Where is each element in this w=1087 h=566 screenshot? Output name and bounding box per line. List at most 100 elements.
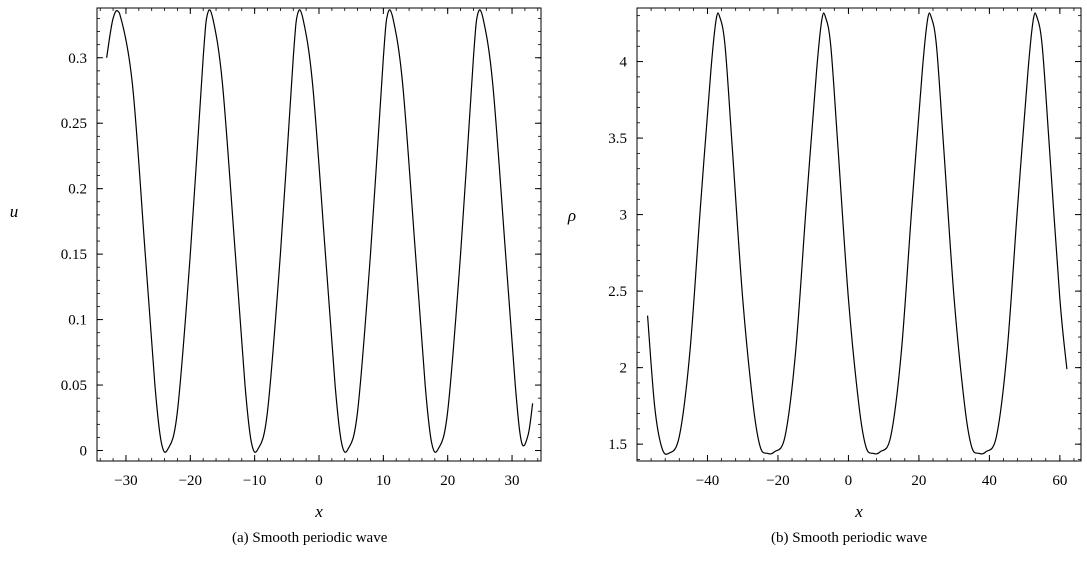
y-tick-label: 2.5 bbox=[608, 284, 627, 300]
data-point bbox=[515, 384, 516, 385]
data-point bbox=[212, 18, 213, 19]
data-point bbox=[297, 13, 298, 14]
data-point bbox=[1017, 206, 1018, 207]
data-point bbox=[482, 18, 483, 19]
data-point bbox=[251, 442, 252, 443]
data-point bbox=[927, 18, 928, 19]
x-tick-label: 0 bbox=[845, 473, 853, 489]
data-point bbox=[668, 453, 669, 454]
y-axis-label: u bbox=[10, 202, 19, 221]
data-point bbox=[647, 315, 648, 316]
x-tick-label: 0 bbox=[315, 473, 323, 489]
data-point bbox=[890, 436, 891, 437]
x-tick-label: 20 bbox=[440, 473, 455, 489]
data-point bbox=[402, 83, 403, 84]
data-point bbox=[964, 405, 965, 406]
data-point bbox=[190, 254, 191, 255]
y-tick-label: 3 bbox=[620, 208, 628, 224]
data-point bbox=[112, 18, 113, 19]
data-point bbox=[161, 442, 162, 443]
data-point bbox=[911, 206, 912, 207]
data-point bbox=[1059, 298, 1060, 299]
data-point bbox=[1042, 46, 1043, 47]
data-point bbox=[267, 411, 268, 412]
data-point bbox=[985, 451, 986, 452]
series-line-0 bbox=[106, 9, 534, 453]
data-point bbox=[1049, 145, 1050, 146]
data-point bbox=[207, 13, 208, 14]
data-point bbox=[795, 352, 796, 353]
plot-frame bbox=[636, 7, 1082, 462]
data-point bbox=[732, 145, 733, 146]
data-point bbox=[816, 69, 817, 70]
data-point bbox=[460, 254, 461, 255]
data-point bbox=[370, 254, 371, 255]
data-point bbox=[437, 449, 438, 450]
data-point bbox=[447, 411, 448, 412]
data-point bbox=[392, 18, 393, 19]
data-point bbox=[700, 206, 701, 207]
x-tick-label: −20 bbox=[766, 473, 789, 489]
data-point bbox=[1028, 69, 1029, 70]
data-point bbox=[978, 453, 979, 454]
data-point bbox=[167, 449, 168, 450]
data-point bbox=[825, 17, 826, 18]
data-point bbox=[473, 57, 474, 58]
data-point bbox=[132, 83, 133, 84]
data-point bbox=[521, 442, 522, 443]
data-point bbox=[806, 206, 807, 207]
panel-caption: (a) Smooth periodic wave bbox=[232, 530, 388, 546]
x-tick-label: −30 bbox=[114, 473, 137, 489]
y-tick-label: 0.15 bbox=[61, 247, 87, 263]
data-point bbox=[203, 57, 204, 58]
data-point bbox=[302, 18, 303, 19]
data-point bbox=[1036, 17, 1037, 18]
data-point bbox=[334, 384, 335, 385]
y-tick-label: 2 bbox=[620, 361, 628, 377]
data-point bbox=[679, 436, 680, 437]
data-point bbox=[257, 449, 258, 450]
data-point bbox=[415, 254, 416, 255]
y-tick-label: 0.1 bbox=[68, 313, 87, 329]
x-tick-label: −20 bbox=[179, 473, 202, 489]
x-tick-label: 30 bbox=[505, 473, 520, 489]
y-tick-label: 1.5 bbox=[608, 437, 627, 453]
chart-panel-a: −30 −20 −10 0 10 20 30 0 0.05 0.1 0.15 0.2 0.25 0.3 x u… bbox=[10, 7, 542, 546]
data-point bbox=[654, 405, 655, 406]
data-point bbox=[830, 46, 831, 47]
x-axis-label: x bbox=[314, 502, 323, 521]
data-point bbox=[767, 453, 768, 454]
data-point bbox=[383, 57, 384, 58]
y-tick-label: 0.05 bbox=[61, 378, 87, 394]
data-point bbox=[1033, 18, 1034, 19]
data-point bbox=[689, 352, 690, 353]
data-point bbox=[145, 254, 146, 255]
data-point bbox=[760, 447, 761, 448]
data-point bbox=[244, 384, 245, 385]
series-line-0 bbox=[646, 12, 1068, 455]
x-axis-label: x bbox=[854, 502, 863, 521]
panel-caption: (b) Smooth periodic wave bbox=[771, 530, 928, 546]
data-point bbox=[177, 411, 178, 412]
data-point bbox=[719, 17, 720, 18]
data-point bbox=[477, 13, 478, 14]
data-point bbox=[865, 447, 866, 448]
data-point bbox=[943, 145, 944, 146]
data-point bbox=[774, 451, 775, 452]
data-point bbox=[922, 69, 923, 70]
chart-panel-b: −40 −20 0 20 40 60 1.5 2 2.5 3 3.5 4 x ρ (b) Smooth pe… bbox=[567, 7, 1082, 546]
data-point bbox=[873, 453, 874, 454]
data-point bbox=[222, 83, 223, 84]
data-point bbox=[492, 83, 493, 84]
data-point bbox=[901, 352, 902, 353]
data-point bbox=[528, 434, 529, 435]
data-point bbox=[858, 405, 859, 406]
data-point bbox=[532, 403, 533, 404]
x-tick-label: 10 bbox=[376, 473, 391, 489]
data-point bbox=[716, 18, 717, 19]
data-point bbox=[753, 405, 754, 406]
data-point bbox=[661, 447, 662, 448]
y-axis-label: ρ bbox=[567, 206, 576, 225]
data-point bbox=[954, 298, 955, 299]
